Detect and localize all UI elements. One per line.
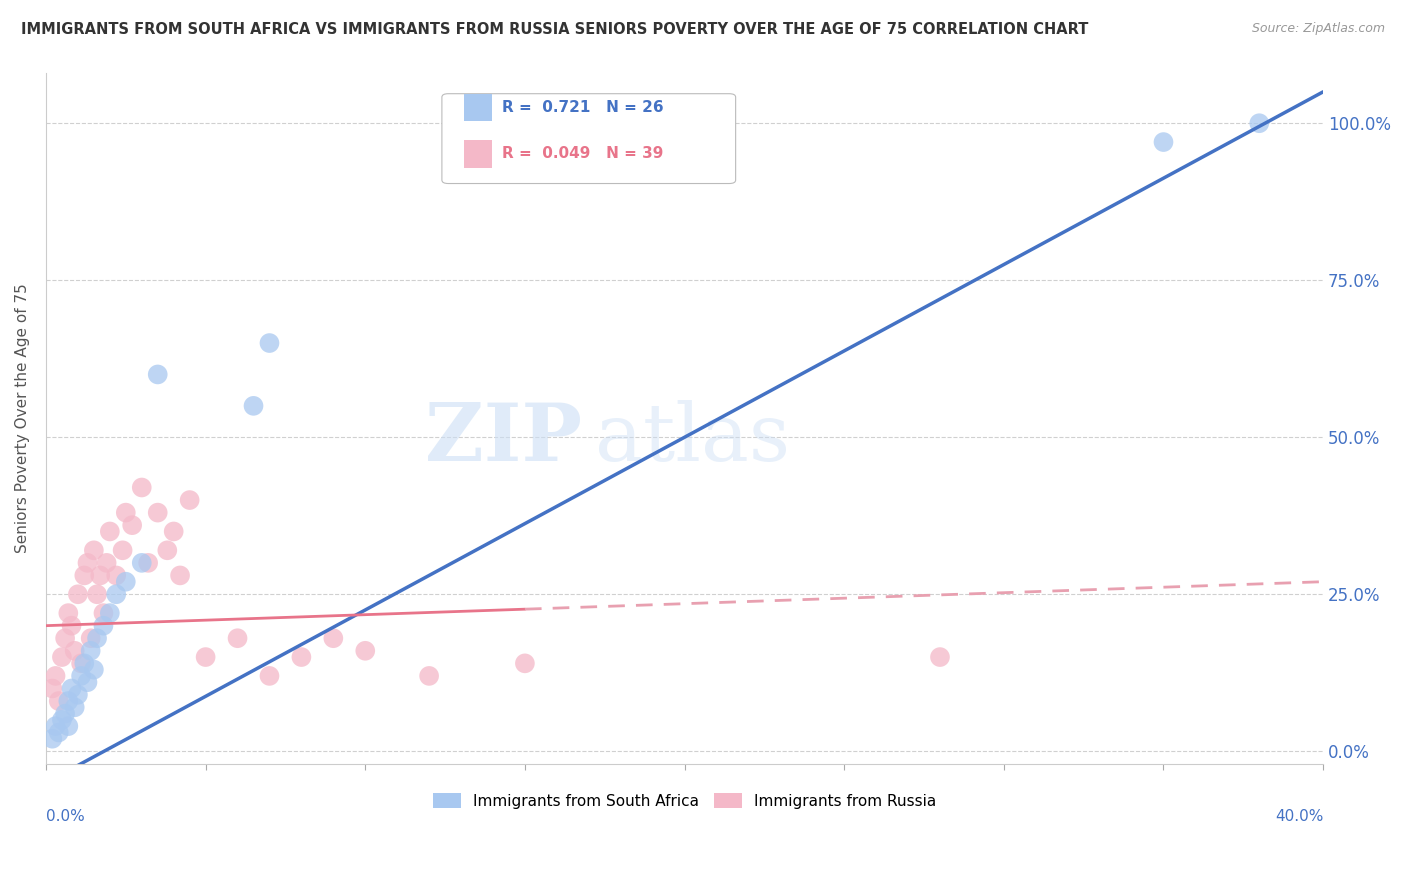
Point xyxy=(73,568,96,582)
Point xyxy=(1153,135,1175,149)
Point xyxy=(179,493,201,508)
Point xyxy=(169,568,191,582)
Point xyxy=(70,669,93,683)
Point xyxy=(76,556,98,570)
Point xyxy=(60,681,83,696)
Point xyxy=(86,587,108,601)
FancyBboxPatch shape xyxy=(441,94,735,184)
Point xyxy=(226,631,249,645)
Text: R =  0.049   N = 39: R = 0.049 N = 39 xyxy=(502,146,664,161)
Point xyxy=(322,631,344,645)
Text: ZIP: ZIP xyxy=(426,401,582,478)
Point xyxy=(53,631,76,645)
Point xyxy=(98,524,121,539)
Point xyxy=(41,681,63,696)
Point xyxy=(114,574,136,589)
Point xyxy=(93,606,115,620)
Point xyxy=(58,694,80,708)
Point xyxy=(79,644,101,658)
Point xyxy=(79,631,101,645)
Text: 0.0%: 0.0% xyxy=(46,809,84,823)
Point xyxy=(53,706,76,721)
Point xyxy=(48,694,70,708)
FancyBboxPatch shape xyxy=(464,140,492,168)
Point xyxy=(51,650,73,665)
Point xyxy=(513,657,536,671)
Point xyxy=(418,669,440,683)
Point xyxy=(45,719,67,733)
Point xyxy=(58,719,80,733)
Point xyxy=(63,700,86,714)
Text: IMMIGRANTS FROM SOUTH AFRICA VS IMMIGRANTS FROM RUSSIA SENIORS POVERTY OVER THE : IMMIGRANTS FROM SOUTH AFRICA VS IMMIGRAN… xyxy=(21,22,1088,37)
Point xyxy=(89,568,111,582)
Point xyxy=(121,518,143,533)
Point xyxy=(146,506,169,520)
Point xyxy=(105,587,128,601)
Y-axis label: Seniors Poverty Over the Age of 75: Seniors Poverty Over the Age of 75 xyxy=(15,284,30,553)
Point xyxy=(45,669,67,683)
Point xyxy=(96,556,118,570)
FancyBboxPatch shape xyxy=(464,94,492,121)
Point xyxy=(48,725,70,739)
Point xyxy=(114,506,136,520)
Point xyxy=(259,336,281,351)
Text: atlas: atlas xyxy=(595,401,790,478)
Point xyxy=(156,543,179,558)
Point xyxy=(86,631,108,645)
Point xyxy=(131,481,153,495)
Point xyxy=(1249,116,1271,130)
Point xyxy=(259,669,281,683)
Point xyxy=(41,731,63,746)
Point xyxy=(66,587,89,601)
Point xyxy=(60,618,83,632)
Point xyxy=(83,663,105,677)
Point xyxy=(290,650,312,665)
Point xyxy=(93,618,115,632)
Text: R =  0.721   N = 26: R = 0.721 N = 26 xyxy=(502,100,664,115)
Point xyxy=(111,543,134,558)
Point xyxy=(76,675,98,690)
Point xyxy=(63,644,86,658)
Point xyxy=(194,650,217,665)
Point xyxy=(58,606,80,620)
Point xyxy=(163,524,186,539)
Text: 40.0%: 40.0% xyxy=(1275,809,1323,823)
Point xyxy=(146,368,169,382)
Point xyxy=(242,399,264,413)
Legend: Immigrants from South Africa, Immigrants from Russia: Immigrants from South Africa, Immigrants… xyxy=(427,787,942,815)
Point xyxy=(51,713,73,727)
Point xyxy=(98,606,121,620)
Point xyxy=(70,657,93,671)
Point xyxy=(73,657,96,671)
Point xyxy=(131,556,153,570)
Point xyxy=(83,543,105,558)
Point xyxy=(929,650,952,665)
Point xyxy=(105,568,128,582)
Point xyxy=(66,688,89,702)
Text: Source: ZipAtlas.com: Source: ZipAtlas.com xyxy=(1251,22,1385,36)
Point xyxy=(354,644,377,658)
Point xyxy=(136,556,159,570)
